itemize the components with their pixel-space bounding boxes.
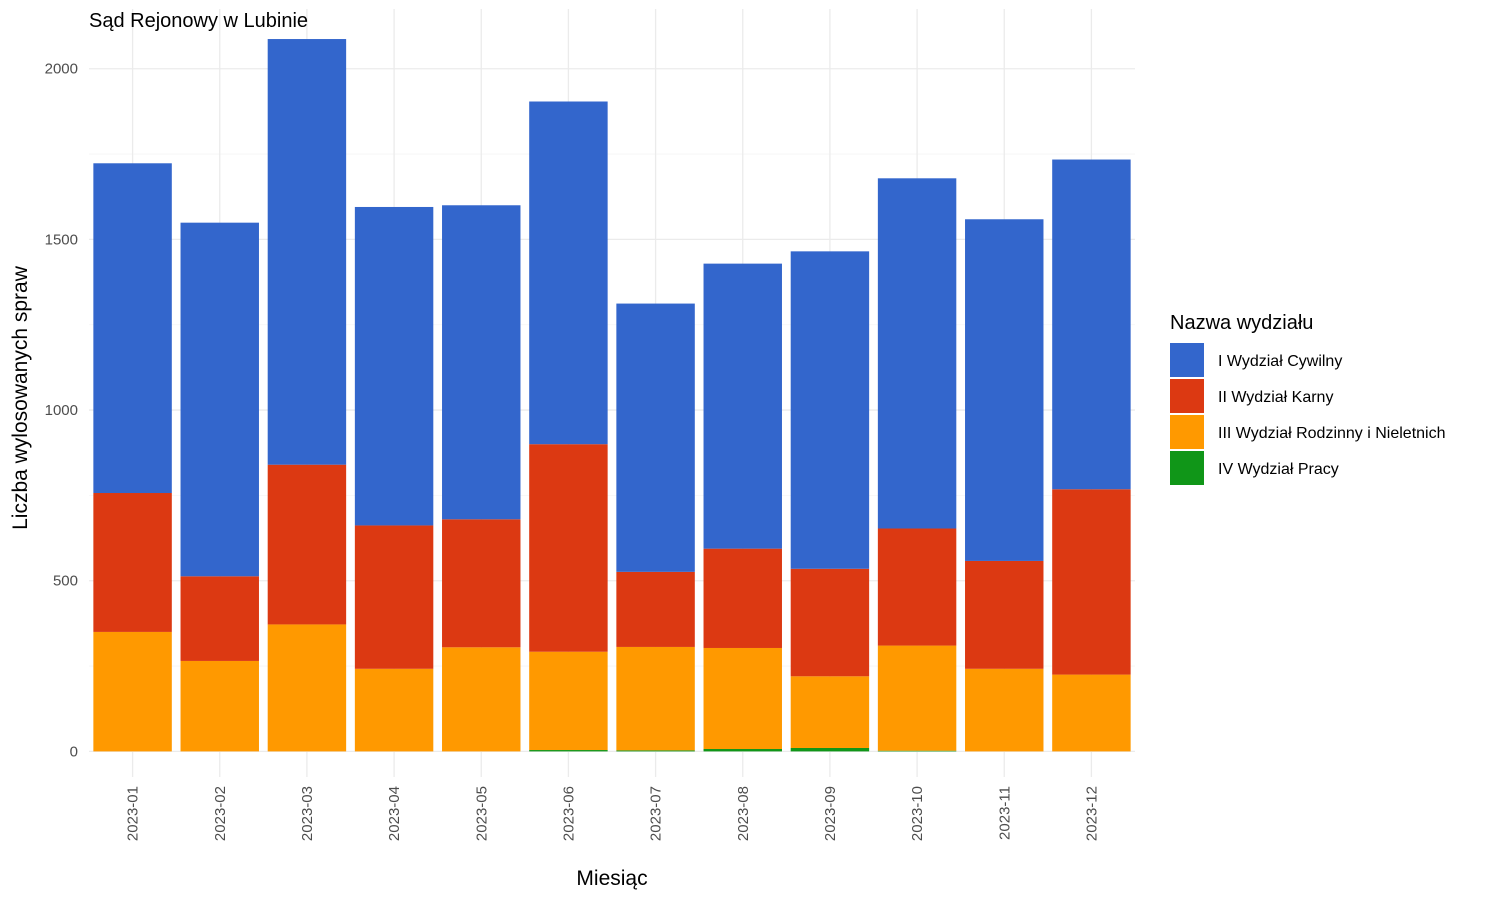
x-tick-label: 2023-06: [560, 786, 577, 841]
legend-swatch: [1170, 343, 1204, 377]
bar-segment: [529, 750, 608, 752]
y-axis-title: Liczba wylosowanych spraw: [9, 265, 32, 530]
bar-segment: [529, 651, 608, 751]
x-tick-label: 2023-09: [822, 786, 839, 841]
y-tick-label: 1500: [45, 231, 78, 248]
bar-segment: [93, 631, 172, 752]
bar-segment: [965, 668, 1044, 752]
bar-segment: [267, 464, 347, 625]
bar-segment: [1052, 159, 1131, 490]
bar-segment: [354, 525, 434, 669]
legend-title: Nazwa wydziału: [1170, 312, 1313, 334]
x-axis-ticks: 2023-01 2023-02 2023-03 2023-04 2023-05 2023-…: [125, 786, 1101, 841]
legend-label: I Wydział Cywilny: [1218, 353, 1342, 370]
chart-title: Sąd Rejonowy w Lubinie: [89, 10, 308, 32]
x-axis-title: Miesiąc: [576, 867, 647, 890]
legend-label: II Wydział Karny: [1218, 389, 1333, 406]
legend-swatch: [1170, 379, 1204, 413]
bar-segment: [1052, 489, 1131, 675]
bar-segment: [442, 205, 521, 520]
legend-label: III Wydział Rodzinny i Nieletnich: [1218, 425, 1446, 442]
x-tick-label: 2023-11: [996, 786, 1013, 840]
x-tick-label: 2023-07: [648, 786, 665, 841]
bar-segment: [354, 206, 434, 526]
bar-segment: [703, 749, 782, 752]
bar-segment: [529, 444, 608, 652]
bar-segment: [877, 645, 957, 751]
bar-segment: [790, 676, 870, 748]
bar-segment: [616, 750, 695, 752]
bar-segment: [703, 647, 782, 750]
y-tick-label: 1000: [45, 402, 78, 419]
bar-segment: [442, 647, 521, 752]
y-tick-label: 2000: [45, 61, 78, 78]
bar-segment: [93, 493, 172, 632]
bar-segment: [703, 548, 782, 648]
y-tick-label: 500: [53, 573, 78, 590]
x-tick-label: 2023-12: [1083, 786, 1100, 841]
x-tick-label: 2023-03: [299, 786, 316, 841]
bars: [93, 39, 1131, 752]
bar-segment: [616, 303, 695, 572]
bar-segment: [877, 178, 957, 529]
x-tick-label: 2023-08: [735, 786, 752, 841]
bar-segment: [442, 519, 521, 648]
x-tick-label: 2023-04: [386, 786, 403, 841]
bar-segment: [616, 646, 695, 751]
bar-segment: [616, 571, 695, 647]
bar-segment: [877, 750, 957, 752]
x-tick-label: 2023-05: [473, 786, 490, 841]
bar-segment: [703, 263, 782, 549]
bar-segment: [267, 624, 347, 752]
legend-label: IV Wydział Pracy: [1218, 461, 1339, 478]
bar-segment: [965, 219, 1044, 561]
bar-segment: [790, 251, 870, 569]
bar-segment: [1052, 674, 1131, 752]
bar-segment: [354, 668, 434, 752]
bar-segment: [529, 101, 608, 445]
y-axis-ticks: 0 500 1000 1500 2000: [45, 61, 78, 761]
bar-segment: [267, 39, 347, 465]
bar-segment: [180, 660, 259, 752]
bar-segment: [965, 560, 1044, 669]
legend-swatch: [1170, 451, 1204, 485]
bar-segment: [790, 568, 870, 677]
legend-swatch: [1170, 415, 1204, 449]
bar-segment: [180, 576, 259, 661]
legend: Nazwa wydziału I Wydział Cywilny II Wydzi…: [1170, 312, 1446, 485]
bar-segment: [93, 163, 172, 494]
bar-segment: [877, 528, 957, 646]
bar-segment: [180, 222, 259, 577]
y-tick-label: 0: [70, 743, 78, 760]
x-tick-label: 2023-01: [125, 786, 142, 841]
bar-segment: [790, 747, 870, 752]
x-tick-label: 2023-02: [212, 786, 229, 841]
x-tick-label: 2023-10: [909, 786, 926, 841]
